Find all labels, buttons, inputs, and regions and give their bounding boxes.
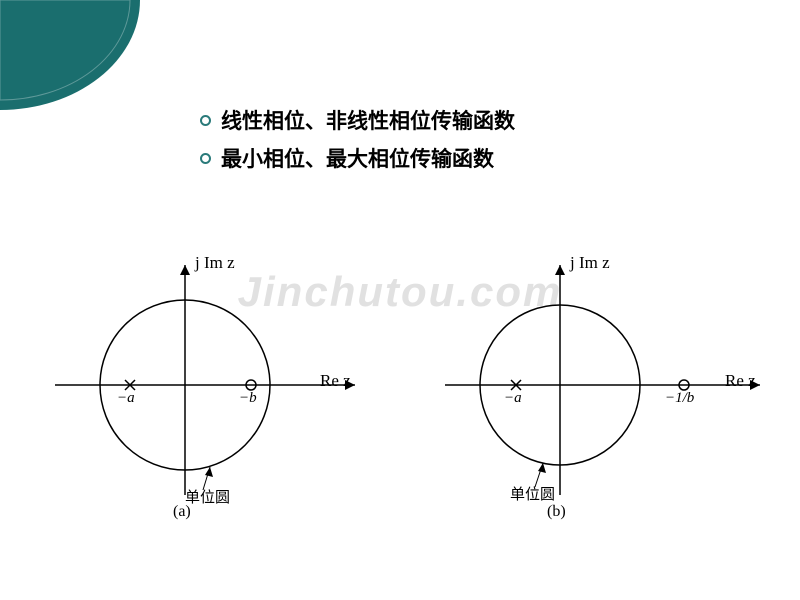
bullet-icon — [200, 153, 211, 164]
unit-circle-label: 单位圆 — [510, 483, 555, 504]
y-axis-label: j Im z — [195, 253, 235, 273]
zero-label: −b — [239, 390, 257, 407]
bullet-icon — [200, 115, 211, 126]
bullet-list: 线性相位、非线性相位传输函数 最小相位、最大相位传输函数 — [200, 105, 515, 181]
y-axis-label: j Im z — [570, 253, 610, 273]
pole-label: −a — [117, 390, 135, 407]
sub-label: (b) — [547, 503, 566, 521]
x-axis-label: Re z — [320, 371, 351, 391]
diagram-a: j Im z Re z −a −b 单位圆 (a) — [25, 235, 375, 525]
sub-label: (a) — [173, 503, 191, 521]
diagram-container: j Im z Re z −a −b 单位圆 (a) — [0, 230, 800, 530]
pole-label: −a — [504, 390, 522, 407]
bullet-item: 最小相位、最大相位传输函数 — [200, 143, 515, 173]
slide-page: 线性相位、非线性相位传输函数 最小相位、最大相位传输函数 Jinchutou.c… — [0, 0, 800, 600]
bullet-item: 线性相位、非线性相位传输函数 — [200, 105, 515, 135]
bullet-text: 线性相位、非线性相位传输函数 — [221, 105, 515, 135]
bullet-text: 最小相位、最大相位传输函数 — [221, 143, 494, 173]
x-axis-label: Re z — [725, 371, 756, 391]
zero-label: −1/b — [665, 390, 694, 407]
pole-zero-plot-b — [425, 235, 775, 525]
corner-decoration — [0, 0, 140, 110]
diagram-b: j Im z Re z −a −1/b 单位圆 (b) — [425, 235, 775, 525]
unit-circle-label: 单位圆 — [185, 486, 230, 507]
